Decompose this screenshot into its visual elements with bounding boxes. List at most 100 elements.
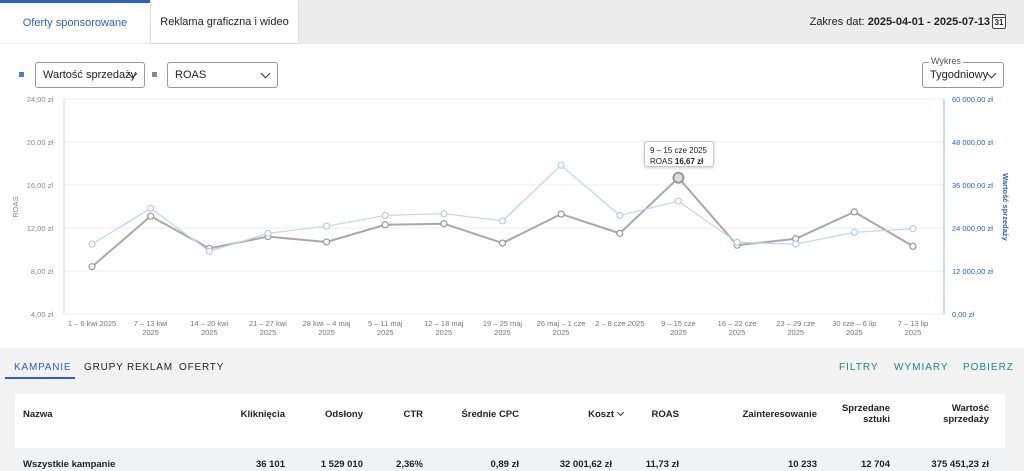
cell-avg-cpc: 0,89 zł <box>490 459 519 470</box>
top-tabs-bar: Oferty sponsorowane Reklama graficzna i … <box>0 0 1024 44</box>
date-range[interactable]: Zakres dat: 2025-04-01 - 2025-07-13 <box>810 16 990 28</box>
tab-ad-groups[interactable]: GRUPY REKLAM <box>84 362 173 373</box>
x-tick-label: 2025 <box>494 328 511 337</box>
data-point-roas <box>381 221 389 229</box>
data-point-sales-value <box>88 240 96 248</box>
cell-clicks: 36 101 <box>255 459 285 470</box>
x-tick-label: 14 – 20 kwi <box>190 319 228 328</box>
cell-roas: 11,73 zł <box>645 459 679 470</box>
col-header-ctr[interactable]: CTR <box>403 409 423 420</box>
col-header-clicks[interactable]: Kliknięcia <box>240 409 285 420</box>
data-point-sales-value <box>322 222 331 230</box>
x-tick-label: 23 – 29 cze <box>776 319 815 328</box>
cell-impressions: 1 529 010 <box>320 459 363 470</box>
col-header-units-sold[interactable]: Sprzedane sztuki <box>842 403 890 425</box>
data-point-roas <box>850 208 858 216</box>
line-chart: 24,00 zł 60 000,00 zł 20,00 zł 48 000,00 zł… <box>11 95 1010 337</box>
y-left-axis-title: ROAS <box>11 196 20 217</box>
data-point-roas <box>147 212 155 220</box>
x-tick-label: 2025 <box>729 328 746 337</box>
data-point-sales-value <box>264 229 272 237</box>
x-tick-label: 2025 <box>201 328 218 337</box>
y-right-axis-title: Wartość sprzedaży <box>1001 173 1010 241</box>
date-range-value: 2025-04-01 - 2025-07-13 <box>867 16 990 28</box>
x-tick-label: 30 cze – 6 lip <box>832 319 876 328</box>
sort-chevron-icon <box>616 408 625 417</box>
y-right-tick-label: 24 000,00 zł <box>952 224 993 233</box>
col-header-cost-label: Koszt <box>588 409 614 420</box>
x-tick-label: 21 – 27 kwi <box>249 319 287 328</box>
col-header-impressions[interactable]: Odsłony <box>324 409 363 420</box>
filters-button[interactable]: FILTRY <box>839 362 879 373</box>
campaigns-table-container: Nazwa Kliknięcia Odsłony CTR Średnie CPC… <box>0 382 1024 471</box>
x-tick-label: 2025 <box>905 328 922 337</box>
x-tick-label: 2025 <box>436 328 453 337</box>
y-left-tick-label: 20,00 zł <box>27 138 54 147</box>
y-left-tick-label: 24,00 zł <box>27 95 54 104</box>
data-point-roas <box>498 239 507 247</box>
data-point-roas <box>616 229 624 237</box>
col-header-cost[interactable]: Koszt <box>588 408 625 420</box>
y-right-tick-label: 36 000,00 zł <box>952 181 993 190</box>
metric1-select[interactable]: Wartość sprzedaży <box>35 62 145 88</box>
download-button[interactable]: POBIERZ <box>963 362 1014 373</box>
col-header-interest[interactable]: Zainteresowanie <box>742 409 817 420</box>
metric1-select-value: Wartość sprzedaży <box>43 69 137 81</box>
col-header-sales-value-line1: Wartość <box>951 403 989 414</box>
x-tick-label: 2025 <box>318 328 335 337</box>
data-point-roas <box>88 263 96 271</box>
tooltip-value-line: ROAS 16,67 zł <box>650 156 708 167</box>
col-header-sales-value-line2: sprzedaży <box>943 414 989 425</box>
col-header-name[interactable]: Nazwa <box>23 409 53 420</box>
calendar-icon[interactable]: 31 <box>992 14 1006 29</box>
x-tick-label: 28 kwi – 4 maj <box>303 319 351 328</box>
tab-offers[interactable]: OFERTY <box>179 362 225 373</box>
tab-display-video-ads[interactable]: Reklama graficzna i wideo <box>151 0 298 43</box>
x-tick-label: 2025 <box>553 328 570 337</box>
chart-tooltip: 9 – 15 cze 2025 ROAS 16,67 zł <box>644 141 714 167</box>
data-point-sales-value <box>674 197 683 205</box>
x-tick-label: 1 – 6 kwi 2025 <box>68 319 116 328</box>
data-point-roas <box>672 171 685 184</box>
metric2-select-value: ROAS <box>175 69 207 81</box>
data-point-roas <box>440 220 448 228</box>
cell-sales-value: 375 451,23 zł <box>931 459 989 470</box>
y-left-tick-label: 4,00 zł <box>31 310 53 319</box>
tab-campaigns[interactable]: KAMPANIE <box>14 362 72 373</box>
col-header-avg-cpc[interactable]: Średnie CPC <box>461 409 519 420</box>
dimensions-button[interactable]: WYMIARY <box>894 362 949 373</box>
x-tick-label: 9 – 15 cze <box>661 319 696 328</box>
data-point-roas <box>557 210 565 218</box>
y-right-tick-label: 12 000,00 zł <box>952 267 993 276</box>
col-header-roas[interactable]: ROAS <box>651 409 679 420</box>
data-point-sales-value <box>792 240 800 248</box>
data-point-sales-value <box>440 210 448 218</box>
x-tick-label: 2025 <box>260 328 277 337</box>
cell-name: Wszystkie kampanie <box>23 459 116 470</box>
data-point-sales-value <box>850 228 858 236</box>
cell-cost: 32 001,62 zł <box>559 459 612 470</box>
x-tick-label: 2025 <box>142 328 159 337</box>
data-point-sales-value <box>557 161 565 169</box>
x-tick-label: 2025 <box>670 328 687 337</box>
y-left-tick-label: 16,00 zł <box>27 181 54 190</box>
data-point-sales-value <box>147 204 155 212</box>
chart-mode-select[interactable]: Tygodniowy <box>922 62 1004 88</box>
chart-panel <box>0 44 1024 348</box>
x-tick-label: 7 – 13 kwi <box>134 319 168 328</box>
series-color-swatch-sales <box>19 72 24 77</box>
x-tick-label: 5 – 11 maj <box>368 319 403 328</box>
campaigns-table: Nazwa Kliknięcia Odsłony CTR Średnie CPC… <box>15 394 1005 471</box>
col-header-sales-value[interactable]: Wartość sprzedaży <box>943 403 989 425</box>
date-range-label: Zakres dat: <box>809 16 865 28</box>
metric2-select[interactable]: ROAS <box>167 62 278 88</box>
cell-ctr: 2,36% <box>396 459 423 470</box>
cell-interest: 10 233 <box>787 459 817 470</box>
x-tick-label: 19 – 25 maj <box>483 319 523 328</box>
table-row[interactable] <box>15 448 1005 471</box>
tab-sponsored-offers[interactable]: Oferty sponsorowane <box>0 0 150 43</box>
x-tick-label: 12 – 18 maj <box>424 319 464 328</box>
tooltip-title: 9 – 15 cze 2025 <box>650 146 707 155</box>
y-right-tick-label: 60 000,00 zł <box>952 95 993 104</box>
x-tick-label: 2 – 8 cze 2025 <box>595 319 644 328</box>
